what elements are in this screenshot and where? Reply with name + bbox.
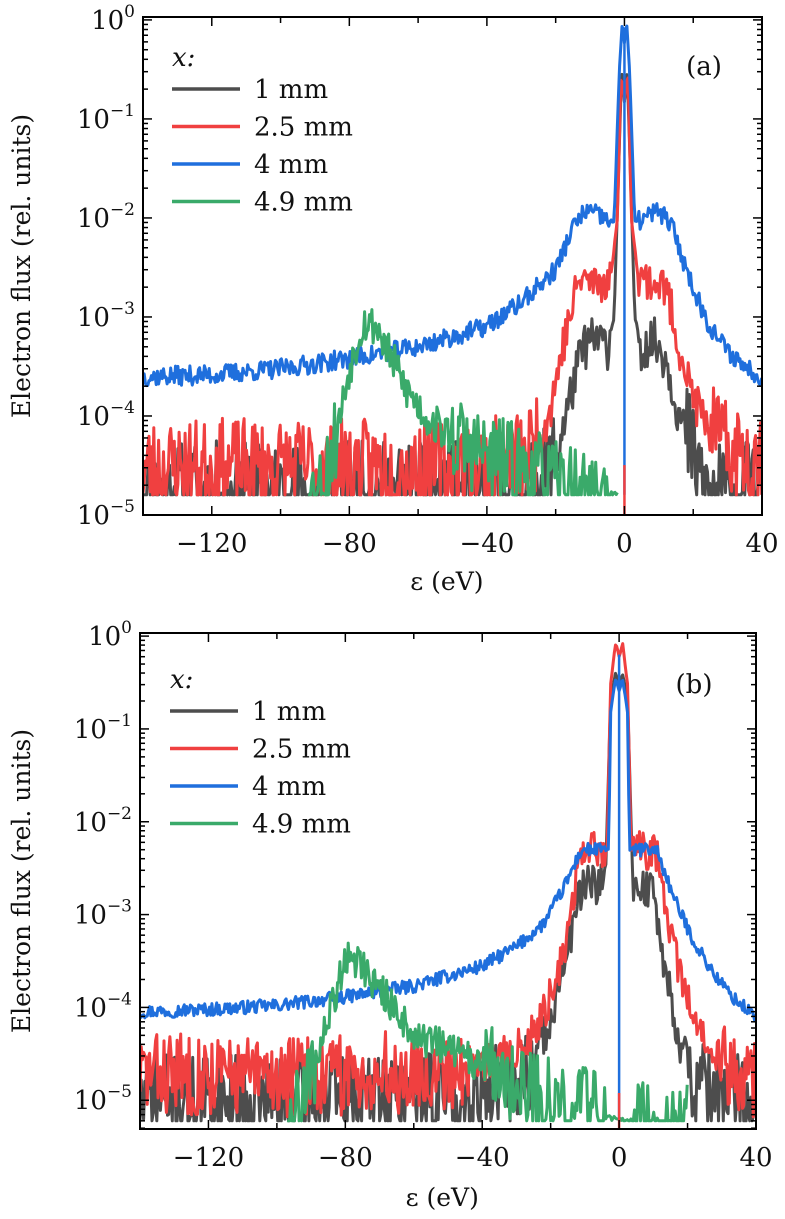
y-tick-label: 100 <box>91 2 135 36</box>
series-layer-b <box>140 642 756 1129</box>
x-tick-label: 0 <box>616 529 633 559</box>
y-tick-label: 100 <box>88 618 132 652</box>
legend-title-b: x: <box>170 665 193 695</box>
legend-label: 4.9 mm <box>254 188 353 218</box>
x-tick-label: −80 <box>322 529 377 559</box>
plot-frame-b <box>139 632 757 1130</box>
series-line-4-mm <box>143 24 762 388</box>
y-tick-labels-b: 100 10−1 10−2 10−3 10−4 10−5 <box>74 618 132 1116</box>
panel-b: 100 10−1 10−2 10−3 10−4 10−5 −120 −80 −40 0 40 ε … <box>7 618 773 1212</box>
panel-label-b: (b) <box>676 670 713 700</box>
series-line-2-5-mm <box>143 76 762 497</box>
y-tick-label: 10−2 <box>74 804 132 838</box>
panel-label-a: (a) <box>686 52 722 82</box>
y-tick-label: 10−4 <box>77 398 135 432</box>
legend-a: x: 1 mm 2.5 mm 4 mm 4.9 mm <box>172 43 353 218</box>
legend-item: 4 mm <box>172 150 328 180</box>
legend-label: 4.9 mm <box>252 810 351 840</box>
x-tick-label: −40 <box>455 1143 510 1173</box>
legend-b: x: 1 mm 2.5 mm 4 mm 4.9 mm <box>170 665 351 840</box>
x-tick-label: −120 <box>176 529 247 559</box>
legend-item: 4.9 mm <box>170 810 351 840</box>
x-tick-labels-b: −120 −80 −40 0 40 <box>173 1143 773 1173</box>
x-tick-label: −80 <box>318 1143 373 1173</box>
y-tick-label: 10−5 <box>74 1082 132 1116</box>
legend-label: 1 mm <box>252 697 326 727</box>
series-line-4-9-mm <box>286 941 689 1123</box>
y-tick-label: 10−3 <box>74 897 132 931</box>
legend-label: 4 mm <box>252 772 326 802</box>
legend-label: 4 mm <box>254 150 328 180</box>
legend-item: 1 mm <box>172 75 328 105</box>
y-tick-label: 10−4 <box>74 989 132 1023</box>
x-axis-title-b: ε (eV) <box>406 1183 479 1212</box>
x-tick-label: −120 <box>173 1143 244 1173</box>
y-tick-labels-a: 100 10−1 10−2 10−3 10−4 10−5 <box>77 2 135 531</box>
legend-label: 1 mm <box>254 75 328 105</box>
series-line-4-9-mm <box>307 308 619 497</box>
x-tick-label: 40 <box>739 1143 772 1173</box>
panel-a: 100 10−1 10−2 10−3 10−4 10−5 −120 −80 −40 0 40 ε … <box>7 2 779 596</box>
legend-title-a: x: <box>172 43 195 73</box>
y-tick-label: 10−1 <box>74 711 132 745</box>
x-tick-label: −40 <box>459 529 514 559</box>
y-tick-label: 10−1 <box>77 101 135 135</box>
plot-frame-a <box>142 16 763 516</box>
x-tick-label: 40 <box>745 529 778 559</box>
legend-item: 2.5 mm <box>172 113 353 143</box>
x-tick-labels-a: −120 −80 −40 0 40 <box>176 529 778 559</box>
x-axis-title-a: ε (eV) <box>410 567 483 596</box>
axis-ticks-b <box>139 633 757 1129</box>
y-tick-label: 10−5 <box>77 497 135 531</box>
y-axis-title-a: Electron flux (rel. units) <box>7 114 36 418</box>
legend-label: 2.5 mm <box>252 735 351 765</box>
y-tick-label: 10−2 <box>77 200 135 234</box>
y-axis-title-b: Electron flux (rel. units) <box>7 729 36 1033</box>
axis-ticks-a <box>142 17 763 516</box>
legend-item: 4 mm <box>170 772 326 802</box>
legend-label: 2.5 mm <box>254 113 353 143</box>
y-tick-label: 10−3 <box>77 299 135 333</box>
x-tick-label: 0 <box>611 1143 628 1173</box>
legend-item: 4.9 mm <box>172 188 353 218</box>
series-line-4-mm <box>140 678 756 1022</box>
series-layer-a <box>143 24 762 515</box>
legend-item: 1 mm <box>170 697 326 727</box>
legend-item: 2.5 mm <box>170 735 351 765</box>
